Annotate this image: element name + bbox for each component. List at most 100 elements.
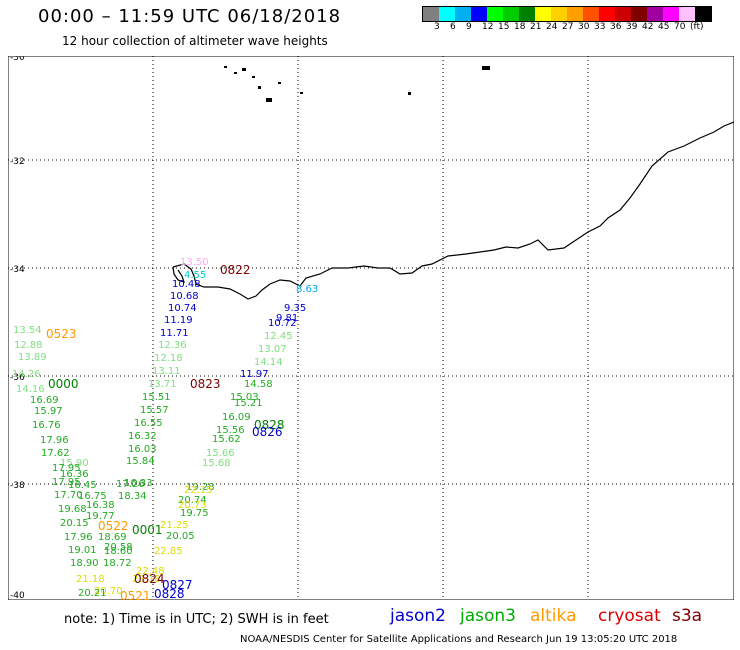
wave-height-value: 16.03 bbox=[128, 444, 157, 455]
pass-time-label: 0827 bbox=[162, 578, 193, 592]
wave-height-value: 22.48 bbox=[136, 566, 165, 577]
map-subtitle: 12 hour collection of altimeter wave hei… bbox=[62, 34, 328, 48]
wave-height-value: 12.18 bbox=[154, 353, 183, 364]
pass-time-label: 0826 bbox=[252, 425, 283, 439]
wave-height-value: 20.58 bbox=[104, 542, 133, 553]
legend-s3a: s3a bbox=[672, 606, 703, 626]
color-scale-bar bbox=[422, 6, 712, 22]
wave-height-value: 18.72 bbox=[103, 558, 132, 569]
color-scale-unit: (ft) bbox=[690, 22, 704, 32]
coastline bbox=[172, 121, 734, 300]
wave-height-value: 14.58 bbox=[244, 379, 273, 390]
color-swatch bbox=[487, 7, 503, 21]
pass-time-label: 0824 bbox=[134, 572, 165, 586]
wave-height-value: 19.68 bbox=[58, 504, 87, 515]
latitude-tick-label: -30 bbox=[10, 56, 25, 63]
color-swatch bbox=[583, 7, 599, 21]
legend-jason3: jason3 bbox=[460, 606, 516, 626]
wave-height-value: 20.21 bbox=[78, 588, 107, 599]
wave-height-value: 13.89 bbox=[18, 352, 47, 363]
pass-time-label: 0521 bbox=[120, 589, 151, 600]
wave-height-value: 15.57 bbox=[140, 405, 169, 416]
color-swatch bbox=[599, 7, 615, 21]
wave-height-value: 21.25 bbox=[160, 520, 189, 531]
wave-height-value: 4.55 bbox=[184, 270, 206, 281]
wave-height-value: 19.28 bbox=[186, 482, 215, 493]
wave-height-value: 11.71 bbox=[160, 328, 189, 339]
wave-height-value: 15.90 bbox=[60, 458, 89, 469]
wave-height-value: 10.72 bbox=[268, 318, 297, 329]
wave-height-value: 19.77 bbox=[86, 511, 115, 522]
color-scale-label: 39 bbox=[626, 22, 638, 32]
wave-height-value: 15.62 bbox=[212, 434, 241, 445]
wave-height-value: 20.73 bbox=[178, 500, 207, 511]
color-swatch bbox=[663, 7, 679, 21]
color-swatch bbox=[615, 7, 631, 21]
color-scale-label: 21 bbox=[530, 22, 542, 32]
wave-height-value: 14.14 bbox=[254, 357, 283, 368]
wave-height-value: 10.74 bbox=[168, 303, 197, 314]
wave-height-map: -30-32-34-36-38-40151821242730 13.5412.8… bbox=[8, 56, 734, 600]
wave-height-value: 18.90 bbox=[70, 558, 99, 569]
wave-height-value: 12.36 bbox=[158, 340, 187, 351]
wave-height-value: 15.68 bbox=[202, 458, 231, 469]
wave-height-value: 14.26 bbox=[12, 369, 41, 380]
color-swatch bbox=[519, 7, 535, 21]
wave-height-value: 16.45 bbox=[68, 480, 97, 491]
color-scale-label: 12 bbox=[482, 22, 494, 32]
color-scale-label: 3 bbox=[434, 22, 440, 32]
color-scale-label: 30 bbox=[578, 22, 590, 32]
pass-time-label: 0001 bbox=[132, 523, 163, 537]
color-swatch bbox=[471, 7, 487, 21]
wave-height-value: 18.69 bbox=[98, 532, 127, 543]
wave-height-value: 17.70 bbox=[54, 490, 83, 501]
wave-height-value: 11.19 bbox=[164, 315, 193, 326]
wave-height-value: 18.60 bbox=[104, 546, 133, 557]
wave-height-value: 22.15 bbox=[184, 485, 213, 496]
wave-height-value: 15.66 bbox=[206, 448, 235, 459]
wave-height-value: 16.36 bbox=[60, 469, 89, 480]
wave-height-value: 16.32 bbox=[128, 431, 157, 442]
map-frame bbox=[8, 56, 734, 600]
wave-height-value: 16.69 bbox=[30, 395, 59, 406]
wave-height-value: 16.55 bbox=[134, 418, 163, 429]
wave-height-value: 11.97 bbox=[240, 369, 269, 380]
wave-height-value: 13.07 bbox=[258, 344, 287, 355]
wave-height-value: 20.74 bbox=[178, 495, 207, 506]
wave-height-value: 13.54 bbox=[13, 325, 42, 336]
wave-height-value: 8.63 bbox=[296, 284, 318, 295]
latitude-tick-label: -34 bbox=[10, 265, 25, 275]
pass-time-label: 0828 bbox=[254, 418, 285, 432]
wave-height-value: 20.05 bbox=[166, 531, 195, 542]
axis-ticks: -30-32-34-36-38-40151821242730 bbox=[10, 56, 25, 600]
wave-height-value: 9.35 bbox=[284, 303, 306, 314]
latitude-tick-label: -36 bbox=[10, 373, 25, 383]
pass-time-label: 0828 bbox=[154, 587, 185, 600]
color-swatch bbox=[567, 7, 583, 21]
wave-height-value: 17.26 bbox=[116, 479, 145, 490]
wave-height-value: 14.16 bbox=[16, 384, 45, 395]
color-swatch bbox=[695, 7, 711, 21]
color-scale-label: 18 bbox=[514, 22, 526, 32]
legend-altika: altika bbox=[530, 606, 577, 626]
wave-height-value: 17.95 bbox=[52, 463, 81, 474]
latitude-tick-label: -40 bbox=[10, 591, 25, 600]
color-scale-label: 33 bbox=[594, 22, 606, 32]
wave-height-value: 9.81 bbox=[276, 313, 298, 324]
wave-height-value: 22.85 bbox=[154, 546, 183, 557]
wave-height-value: 15.97 bbox=[34, 406, 63, 417]
color-swatch bbox=[455, 7, 471, 21]
wave-height-value: 19.75 bbox=[180, 508, 209, 519]
wave-height-value: 18.34 bbox=[118, 491, 147, 502]
wave-height-value: 13.71 bbox=[148, 379, 177, 390]
wave-height-value: 17.96 bbox=[40, 435, 69, 446]
color-scale-label: 15 bbox=[498, 22, 510, 32]
color-swatch bbox=[647, 7, 663, 21]
color-swatch bbox=[503, 7, 519, 21]
wave-height-value: 21.18 bbox=[76, 574, 105, 585]
color-scale-label: 36 bbox=[610, 22, 622, 32]
footer-credit: NOAA/NESDIS Center for Satellite Applica… bbox=[240, 634, 678, 645]
color-scale-label: 24 bbox=[546, 22, 558, 32]
